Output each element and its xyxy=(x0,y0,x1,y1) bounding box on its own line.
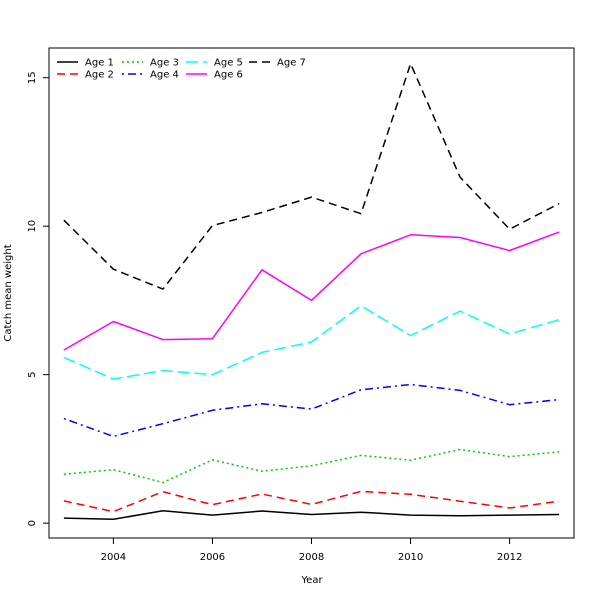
legend-label: Age 7 xyxy=(277,58,306,69)
y-axis-title: Catch mean weight xyxy=(3,244,14,341)
plot-frame xyxy=(48,47,575,539)
series-line-age-4 xyxy=(63,383,560,438)
legend-label: Age 3 xyxy=(150,58,179,69)
y-tick-label: 10 xyxy=(27,220,38,233)
series-layer xyxy=(63,62,560,521)
legend-label: Age 2 xyxy=(85,70,114,81)
legend-label: Age 4 xyxy=(150,70,179,81)
series-line-age-3 xyxy=(63,448,560,484)
series-line-age-5 xyxy=(63,305,560,380)
y-tick-label: 0 xyxy=(27,520,38,526)
x-tick-label: 2010 xyxy=(398,552,423,563)
x-axis: 2004 2006 2008 2010 2012 xyxy=(101,538,522,563)
x-tick-label: 2006 xyxy=(200,552,225,563)
x-tick-label: 2008 xyxy=(299,552,324,563)
legend-label: Age 1 xyxy=(85,58,114,69)
legend-label: Age 5 xyxy=(214,58,243,69)
y-tick-label: 15 xyxy=(27,71,38,84)
x-tick-label: 2004 xyxy=(101,552,126,563)
y-axis: 0 5 10 15 xyxy=(27,71,49,526)
x-axis-title: Year xyxy=(300,575,323,586)
series-line-age-7 xyxy=(63,62,560,290)
legend-label: Age 6 xyxy=(214,70,243,81)
series-line-age-6 xyxy=(63,231,560,351)
series-line-age-2 xyxy=(63,490,560,513)
series-line-age-1 xyxy=(63,509,560,521)
y-tick-label: 5 xyxy=(27,371,38,377)
x-tick-label: 2012 xyxy=(497,552,522,563)
